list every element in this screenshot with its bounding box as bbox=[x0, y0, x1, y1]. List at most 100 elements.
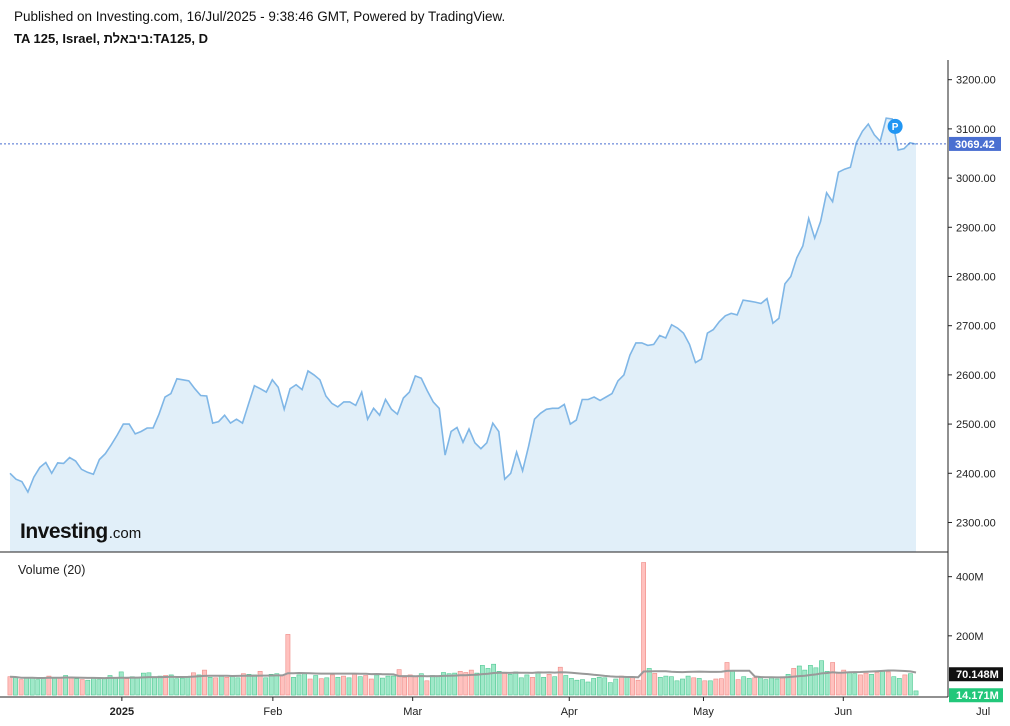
volume-bar bbox=[7, 676, 13, 696]
last-price-tag: 3069.42 bbox=[949, 136, 1001, 151]
price-tick-label: 2900.00 bbox=[956, 222, 996, 234]
volume-axis[interactable]: 400M 200M bbox=[948, 572, 984, 643]
volume-bar bbox=[241, 673, 246, 696]
volume-bar bbox=[618, 675, 624, 696]
time-tick-label: Jul bbox=[976, 706, 990, 718]
volume-bar bbox=[796, 665, 802, 696]
volume-bar bbox=[741, 676, 747, 696]
volume-bar bbox=[524, 674, 530, 696]
volume-bar bbox=[718, 678, 724, 696]
volume-bar bbox=[696, 678, 702, 696]
volume-bar bbox=[346, 677, 352, 696]
volume-bar bbox=[24, 677, 30, 696]
volume-bar bbox=[357, 676, 363, 696]
logo-suffix: .com bbox=[109, 525, 142, 542]
volume-bar bbox=[602, 677, 608, 696]
volume-bar bbox=[107, 675, 113, 696]
time-axis[interactable]: 2025FebMarAprMayJunJul20 bbox=[110, 697, 1010, 718]
volume-bar bbox=[413, 676, 419, 696]
volume-bar bbox=[141, 672, 146, 696]
volume-bar bbox=[652, 673, 658, 696]
volume-bar bbox=[435, 675, 441, 696]
volume-bar bbox=[713, 678, 719, 696]
volume-bar bbox=[213, 677, 218, 696]
volume-bars bbox=[7, 562, 919, 696]
volume-bar bbox=[902, 674, 908, 696]
volume-bar bbox=[274, 673, 280, 696]
volume-bar bbox=[191, 672, 196, 696]
last-volume-tag: 14.171M bbox=[949, 688, 1003, 703]
volume-bar bbox=[263, 677, 269, 696]
volume-bar bbox=[246, 673, 252, 696]
volume-bar bbox=[313, 675, 319, 696]
volume-bar bbox=[291, 676, 296, 696]
volume-bar bbox=[102, 678, 107, 696]
price-tick-label: 2800.00 bbox=[956, 271, 996, 283]
price-tick-label: 2600.00 bbox=[956, 370, 996, 382]
volume-bar bbox=[29, 676, 35, 696]
volume-bar bbox=[657, 676, 663, 696]
volume-bar bbox=[680, 678, 685, 696]
volume-title: Volume (20) bbox=[18, 563, 85, 577]
volume-ma-tag: 70.148M bbox=[949, 667, 1003, 682]
marker-p-badge[interactable]: P bbox=[887, 118, 903, 134]
volume-bar bbox=[685, 675, 691, 696]
volume-bar bbox=[763, 679, 769, 696]
volume-bar bbox=[379, 677, 385, 696]
volume-bar bbox=[674, 680, 680, 696]
volume-bar bbox=[485, 668, 491, 696]
volume-bar bbox=[418, 673, 424, 696]
volume-bar bbox=[852, 673, 858, 696]
volume-bar bbox=[468, 669, 474, 696]
chart-header: Published on Investing.com, 16/Jul/2025 … bbox=[14, 8, 505, 48]
volume-bar bbox=[568, 678, 574, 696]
volume-bar bbox=[624, 676, 630, 696]
volume-bar bbox=[135, 677, 141, 696]
volume-bar bbox=[769, 677, 774, 696]
volume-bar bbox=[707, 680, 713, 696]
price-axis[interactable]: 3200.00 3100.00 3000.00 2900.00 2800.00 2700.… bbox=[948, 75, 996, 530]
time-tick-label: 2025 bbox=[110, 706, 134, 718]
volume-bar bbox=[746, 678, 752, 696]
investing-logo: Investing .com bbox=[20, 520, 141, 543]
volume-bar bbox=[341, 675, 346, 696]
volume-bar bbox=[507, 673, 513, 696]
volume-bar bbox=[146, 672, 152, 696]
last-price-label: 3069.42 bbox=[955, 139, 995, 151]
volume-bar bbox=[402, 676, 407, 696]
last-volume-label: 14.171M bbox=[956, 690, 999, 702]
price-tick-label: 2400.00 bbox=[956, 468, 996, 480]
volume-bar bbox=[79, 679, 85, 696]
volume-bar bbox=[74, 678, 80, 696]
price-line bbox=[9, 117, 917, 494]
volume-bar bbox=[807, 665, 813, 696]
volume-bar bbox=[663, 675, 669, 696]
volume-bar bbox=[96, 679, 102, 696]
volume-bar bbox=[513, 671, 519, 696]
volume-bar bbox=[574, 679, 580, 696]
price-tick-label: 2500.00 bbox=[956, 419, 996, 431]
volume-bar bbox=[63, 675, 68, 696]
volume-bar bbox=[907, 673, 913, 696]
volume-tick-label: 400M bbox=[956, 572, 984, 584]
volume-bar bbox=[496, 670, 502, 696]
volume-ma-label: 70.148M bbox=[956, 669, 999, 681]
volume-bar bbox=[18, 679, 24, 696]
volume-bar bbox=[535, 671, 541, 696]
volume-bar bbox=[85, 679, 91, 696]
volume-bar bbox=[691, 677, 697, 696]
volume-bar bbox=[268, 673, 274, 696]
volume-bar bbox=[479, 665, 485, 696]
volume-bar bbox=[363, 675, 369, 696]
volume-bar bbox=[179, 677, 185, 696]
volume-bar bbox=[474, 672, 480, 696]
volume-bar bbox=[46, 675, 52, 696]
price-tick-label: 3000.00 bbox=[956, 173, 996, 185]
volume-bar bbox=[518, 677, 524, 696]
time-tick-label: Mar bbox=[403, 706, 422, 718]
volume-bar bbox=[563, 675, 569, 696]
volume-bar bbox=[13, 676, 18, 696]
volume-bar bbox=[224, 676, 230, 696]
volume-bar bbox=[229, 675, 235, 696]
